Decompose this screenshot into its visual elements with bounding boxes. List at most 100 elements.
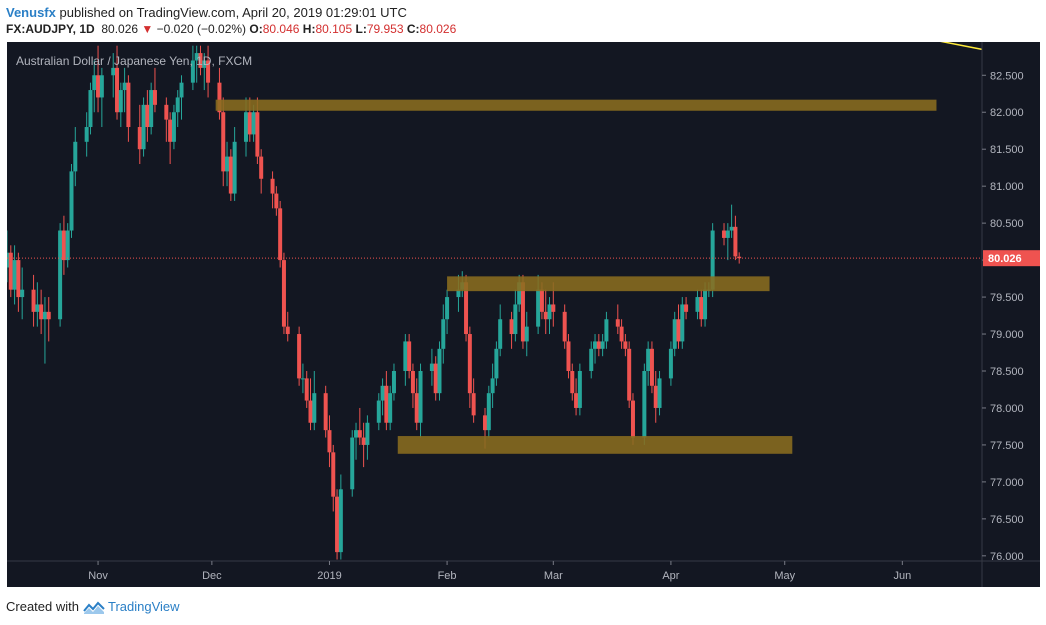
candle[interactable]	[494, 341, 499, 386]
candle[interactable]	[285, 311, 290, 342]
candle[interactable]	[145, 90, 150, 142]
candle[interactable]	[312, 370, 317, 431]
candle[interactable]	[46, 297, 51, 342]
candle[interactable]	[498, 304, 503, 357]
candle[interactable]	[562, 304, 567, 349]
candle[interactable]	[274, 186, 279, 216]
candle[interactable]	[695, 289, 700, 320]
candle[interactable]	[354, 422, 359, 460]
candle[interactable]	[323, 385, 328, 438]
candle[interactable]	[403, 334, 408, 386]
candle[interactable]	[168, 112, 173, 164]
candle[interactable]	[65, 223, 70, 268]
candle[interactable]	[149, 82, 154, 135]
candle[interactable]	[646, 341, 651, 386]
candle[interactable]	[88, 82, 93, 135]
candle[interactable]	[642, 363, 647, 445]
candle[interactable]	[437, 341, 442, 401]
candle[interactable]	[490, 363, 495, 408]
candle[interactable]	[547, 297, 552, 335]
price-axis[interactable]: 82.50082.00081.50081.00080.50080.00079.5…	[981, 42, 1040, 587]
candle[interactable]	[331, 444, 336, 512]
candle[interactable]	[676, 304, 681, 349]
candle[interactable]	[593, 334, 598, 364]
candle[interactable]	[604, 311, 609, 349]
candle[interactable]	[467, 326, 472, 408]
candle[interactable]	[615, 304, 620, 335]
candle[interactable]	[42, 297, 47, 364]
candle[interactable]	[20, 267, 25, 320]
candle[interactable]	[111, 53, 116, 98]
candle[interactable]	[577, 363, 582, 416]
candle[interactable]	[225, 141, 230, 187]
candle[interactable]	[524, 311, 529, 357]
candle[interactable]	[61, 215, 66, 275]
candle[interactable]	[668, 341, 673, 386]
candle[interactable]	[589, 341, 594, 379]
candle[interactable]	[471, 378, 476, 423]
candle[interactable]	[31, 274, 36, 327]
candle[interactable]	[623, 334, 628, 357]
candle[interactable]	[699, 289, 704, 327]
candle[interactable]	[566, 334, 571, 379]
candle[interactable]	[653, 370, 658, 423]
candle[interactable]	[141, 97, 146, 157]
candle[interactable]	[69, 163, 74, 238]
candle[interactable]	[376, 393, 381, 431]
trendline[interactable]	[936, 39, 983, 51]
candle[interactable]	[418, 363, 423, 438]
candle[interactable]	[12, 245, 17, 305]
candle[interactable]	[513, 289, 518, 342]
candle[interactable]	[684, 297, 689, 320]
candle[interactable]	[251, 104, 256, 142]
time-axis[interactable]: Nov Dec 2019 Feb Mar Apr May Jun	[7, 560, 1040, 582]
candle[interactable]	[407, 334, 412, 379]
candle[interactable]	[58, 223, 63, 327]
candle[interactable]	[384, 370, 389, 431]
candle[interactable]	[73, 127, 78, 187]
candle[interactable]	[198, 45, 203, 76]
candle[interactable]	[725, 223, 730, 261]
candle[interactable]	[300, 363, 305, 394]
candle[interactable]	[221, 97, 226, 187]
candle[interactable]	[627, 341, 632, 408]
candle[interactable]	[137, 104, 142, 164]
candle[interactable]	[16, 252, 21, 312]
candle[interactable]	[152, 67, 157, 113]
candle[interactable]	[509, 311, 514, 349]
candle[interactable]	[232, 127, 237, 201]
candle[interactable]	[388, 385, 393, 431]
support-resistance-zone[interactable]	[215, 99, 937, 111]
candle[interactable]	[194, 45, 199, 83]
candle[interactable]	[206, 45, 211, 98]
candle[interactable]	[5, 230, 9, 283]
candle[interactable]	[433, 356, 438, 401]
candle[interactable]	[126, 75, 131, 142]
candle[interactable]	[680, 297, 685, 349]
candle[interactable]	[729, 204, 734, 238]
candle[interactable]	[410, 363, 415, 408]
candle[interactable]	[596, 334, 601, 357]
candle[interactable]	[164, 97, 169, 142]
candle[interactable]	[649, 341, 654, 394]
plot-area[interactable]	[5, 39, 983, 560]
candle[interactable]	[414, 378, 419, 431]
candle[interactable]	[380, 378, 385, 416]
candle[interactable]	[122, 67, 127, 113]
candle[interactable]	[217, 67, 222, 120]
candle[interactable]	[350, 430, 355, 497]
candle[interactable]	[722, 223, 727, 246]
candle[interactable]	[297, 326, 302, 386]
candle[interactable]	[672, 311, 677, 357]
candle[interactable]	[574, 378, 579, 416]
candle[interactable]	[338, 474, 343, 560]
candle[interactable]	[365, 415, 370, 460]
candle[interactable]	[600, 334, 605, 357]
candle[interactable]	[304, 370, 309, 408]
candle[interactable]	[190, 45, 195, 91]
candle[interactable]	[39, 289, 44, 335]
candle[interactable]	[99, 67, 104, 128]
candle[interactable]	[429, 348, 434, 386]
candle[interactable]	[281, 252, 286, 335]
candle[interactable]	[171, 104, 176, 150]
